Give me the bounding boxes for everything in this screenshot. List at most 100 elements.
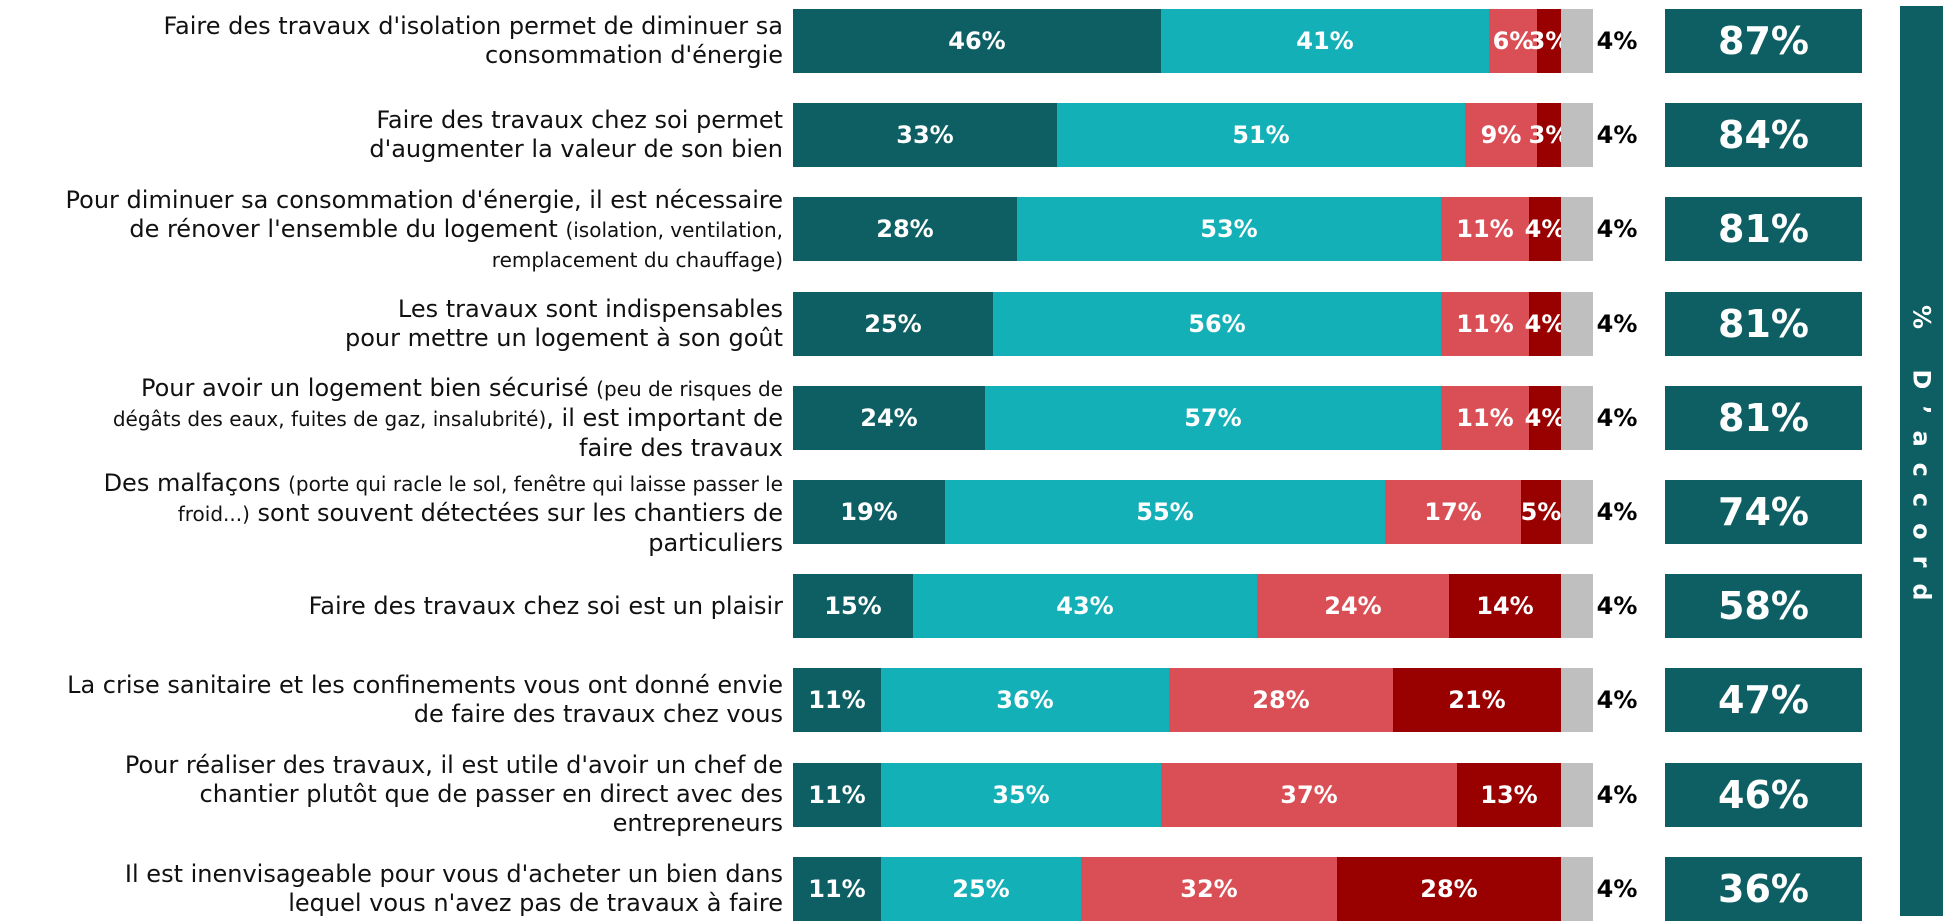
value-label: 4%	[1596, 592, 1638, 621]
value-label: 17%	[1424, 498, 1482, 526]
bar-segment	[1561, 103, 1593, 168]
bar-segment	[1169, 668, 1393, 733]
value-label: 4%	[1524, 309, 1566, 338]
value-label: 11%	[1456, 215, 1514, 244]
value-label: 4%	[1596, 686, 1638, 715]
value-label: 25%	[864, 309, 922, 338]
value-label: 6%	[1492, 27, 1534, 55]
side-band	[1900, 6, 1943, 916]
value-label: 13%	[1480, 780, 1538, 809]
bar-segment	[793, 762, 881, 827]
category-text: consommation d'énergie	[484, 41, 783, 69]
category-text: de faire des travaux chez vous	[413, 700, 783, 729]
total-box: 84%	[1665, 103, 1862, 168]
value-label: 4%	[1596, 121, 1638, 150]
category-text: Il est inenvisageable pour vous d'achete…	[124, 859, 783, 888]
category-label: Pour réaliser des travaux, il est utile …	[125, 751, 783, 838]
value-label: 11%	[808, 780, 866, 809]
bar-segment	[1561, 291, 1593, 356]
total-box: 87%	[1665, 9, 1862, 73]
bar-segment	[793, 480, 945, 544]
category-line: consommation d'énergie	[163, 41, 783, 70]
bar-segment	[793, 574, 913, 639]
category-label: Les travaux sont indispensables pour mett…	[345, 295, 783, 353]
category-label: Des malfaçons (porte qui racle le sol, f…	[104, 469, 783, 558]
value-label: 14%	[1476, 592, 1534, 621]
bar-segment	[1561, 668, 1593, 733]
bar-segment	[1529, 385, 1561, 450]
value-label: 33%	[896, 121, 954, 150]
value-label: 9%	[1480, 121, 1522, 150]
category-line: pour mettre un logement à son goût	[345, 324, 783, 353]
bar-segment	[993, 291, 1441, 356]
bar-segment	[1057, 103, 1465, 168]
value-label: 4%	[1596, 403, 1638, 432]
value-label: 4%	[1596, 27, 1638, 55]
side-label-box: % D’accord	[1900, 6, 1943, 916]
category-text: lequel vous n'avez pas de travaux à fair…	[288, 888, 783, 917]
category-text: Faire des travaux chez soi permet	[376, 106, 783, 135]
value-label: 24%	[860, 403, 918, 432]
bar-segment	[1561, 574, 1593, 639]
category-text: Les travaux sont indispensables	[397, 294, 783, 323]
side-label: % D’accord	[1907, 305, 1936, 617]
bar-segment	[1161, 762, 1457, 827]
value-label: 11%	[808, 874, 866, 903]
bar-segment	[793, 197, 1017, 262]
value-label: 55%	[1136, 498, 1194, 526]
category-line: entrepreneurs	[125, 809, 783, 838]
value-label: 57%	[1184, 403, 1242, 432]
category-text: (isolation, ventilation,	[565, 217, 783, 242]
value-label: 11%	[1456, 309, 1514, 338]
bar-segment	[881, 856, 1081, 921]
bar-segment	[1561, 197, 1593, 262]
category-line: Faire des travaux d'isolation permet de …	[163, 12, 783, 41]
category-line: chantier plutôt que de passer en direct …	[125, 780, 783, 809]
value-label: 4%	[1596, 874, 1638, 903]
bar-segment	[793, 668, 881, 733]
bar-segment	[793, 291, 993, 356]
bar-segment	[881, 762, 1161, 827]
value-label: 4%	[1524, 403, 1566, 432]
value-label: 28%	[1252, 686, 1310, 715]
total-box: 47%	[1665, 668, 1862, 733]
category-text: particuliers	[648, 528, 783, 557]
bar-segment	[793, 103, 1057, 168]
bar-segment	[1529, 197, 1561, 262]
category-text: de rénover l'ensemble du logement	[129, 214, 566, 243]
value-label: 4%	[1596, 780, 1638, 809]
category-line: de rénover l'ensemble du logement (isola…	[66, 215, 783, 245]
category-text: Pour avoir un logement bien sécurisé	[140, 374, 597, 403]
category-label: La crise sanitaire et les confinements v…	[67, 671, 783, 729]
bar-segment	[1457, 762, 1561, 827]
category-text: Faire des travaux chez soi est un plaisi…	[308, 591, 783, 620]
category-line: d'augmenter la valeur de son bien	[369, 135, 783, 164]
value-label: 11%	[1456, 403, 1514, 432]
total-box: 36%	[1665, 856, 1862, 921]
category-line: Pour réaliser des travaux, il est utile …	[125, 751, 783, 780]
category-label: Faire des travaux d'isolation permet de …	[163, 12, 783, 70]
value-label: 36%	[996, 686, 1054, 715]
category-line: dégâts des eaux, fuites de gaz, insalubr…	[113, 404, 783, 434]
category-text: Pour diminuer sa consommation d'énergie,…	[65, 185, 783, 214]
bar-segment	[913, 574, 1257, 639]
value-label: 24%	[1324, 592, 1382, 621]
category-label: Faire des travaux chez soi est un plaisi…	[309, 592, 783, 621]
category-line: de faire des travaux chez vous	[67, 700, 783, 729]
category-label: Il est inenvisageable pour vous d'achete…	[125, 860, 783, 918]
bar-segment	[881, 668, 1169, 733]
category-line: Faire des travaux chez soi permet	[369, 106, 783, 135]
bar-segment	[1441, 197, 1529, 262]
value-label: 53%	[1200, 215, 1258, 244]
value-label: 41%	[1296, 27, 1354, 55]
bar-segment	[1257, 574, 1449, 639]
category-line: Pour avoir un logement bien sécurisé (pe…	[113, 374, 783, 404]
category-line: faire des travaux	[113, 434, 783, 463]
category-text: Pour réaliser des travaux, il est utile …	[124, 751, 783, 780]
category-label: Pour diminuer sa consommation d'énergie,…	[66, 186, 783, 275]
value-label: 51%	[1232, 121, 1290, 150]
bar-segment	[1161, 9, 1489, 73]
category-text: Faire des travaux d'isolation permet de …	[163, 12, 783, 40]
value-label: 46%	[948, 27, 1006, 55]
